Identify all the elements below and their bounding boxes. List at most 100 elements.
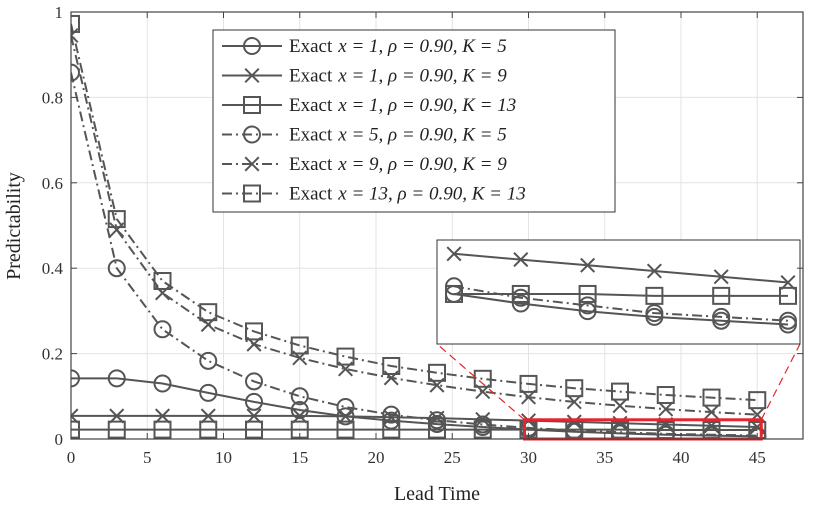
data-point	[566, 394, 582, 410]
x-tick-label: 0	[67, 448, 76, 467]
data-point-stroke-b	[703, 404, 720, 420]
data-point-stroke-b	[109, 408, 125, 424]
inset-series-4	[445, 277, 797, 330]
data-point-stroke-a	[71, 34, 79, 43]
y-tick-label: 0.8	[42, 88, 63, 107]
ticks: 0 5 10 15 20 25 30 35 40 45 0 0.2 0.4 0.6 0.8 1	[42, 3, 803, 467]
inset-data-point	[445, 284, 463, 303]
inset-data-point	[580, 257, 596, 273]
legend-entry-3: Exact x = 1, ρ = 0.90, K = 13	[222, 95, 516, 116]
data-point	[428, 363, 446, 382]
data-point	[153, 420, 172, 439]
x-tick-label: 30	[520, 448, 537, 467]
data-point	[71, 369, 80, 388]
data-point	[473, 420, 492, 439]
inset-data-point	[713, 269, 729, 285]
inset-frame	[436, 239, 801, 345]
data-point	[382, 356, 401, 375]
inset-series-3	[445, 284, 797, 305]
inset-data-point	[712, 286, 731, 305]
legend-math: x = 5, ρ = 0.90, K = 5	[337, 125, 506, 146]
x-tick-label: 10	[215, 448, 232, 467]
data-point	[292, 408, 308, 424]
data-point	[107, 369, 126, 388]
data-point	[611, 382, 629, 401]
legend-prefix: Exact	[289, 184, 333, 205]
data-point	[199, 383, 218, 402]
legend-marker	[244, 156, 260, 172]
data-point-stroke-b	[566, 394, 582, 410]
data-point	[336, 420, 355, 439]
y-tick-label: 0.6	[42, 174, 63, 193]
inset-data-point	[511, 294, 530, 313]
data-point	[428, 411, 446, 430]
data-point	[199, 351, 218, 370]
inset-data-point	[578, 296, 597, 315]
inset-data-point-stroke-b	[580, 257, 596, 273]
data-point	[71, 63, 80, 82]
inset-data-point	[445, 277, 463, 296]
data-point-stroke-b	[612, 398, 628, 414]
data-point	[336, 397, 355, 416]
inset-data-point-stroke-b	[713, 269, 729, 285]
x-tick-label: 5	[143, 448, 152, 467]
data-point-stroke-a	[71, 414, 79, 424]
legend-label: Exact x = 1, ρ = 0.90, K = 13	[289, 95, 516, 116]
data-point	[245, 322, 263, 341]
legend-prefix: Exact	[289, 154, 333, 175]
inset-series-line	[454, 293, 788, 297]
inset-data-point-stroke-b	[513, 252, 529, 268]
data-point	[290, 387, 309, 406]
legend-marker-stroke-b	[244, 156, 260, 172]
inset-data-point	[646, 263, 662, 279]
data-point	[336, 347, 355, 366]
data-point	[153, 272, 172, 291]
inset-data-point	[779, 311, 797, 330]
y-tick-label: 0.4	[42, 259, 64, 278]
data-point	[245, 372, 263, 391]
legend-entry-5: Exact x = 9, ρ = 0.90, K = 9	[222, 154, 507, 175]
data-point	[382, 420, 401, 439]
data-point	[702, 425, 721, 439]
data-point	[702, 388, 721, 407]
inset-data-point	[513, 252, 529, 268]
legend-marker	[243, 125, 261, 144]
zoom-connector-right	[760, 343, 801, 421]
legend-math: x = 9, ρ = 0.90, K = 9	[337, 154, 507, 175]
legend-math: x = 1, ρ = 0.90, K = 9	[337, 66, 507, 87]
legend-math: x = 1, ρ = 0.90, K = 13	[337, 95, 516, 116]
data-point-stroke-b	[71, 408, 79, 418]
data-point	[428, 420, 446, 439]
series-line	[71, 72, 758, 437]
inset-data-point	[446, 246, 462, 262]
data-point-stroke-b	[658, 401, 674, 417]
data-point	[109, 408, 125, 424]
data-point	[153, 374, 172, 393]
inset-data-point	[578, 284, 597, 303]
data-point	[473, 369, 492, 388]
data-point	[200, 408, 216, 424]
legend-entry-4: Exact x = 5, ρ = 0.90, K = 5	[222, 125, 507, 146]
legend-prefix: Exact	[289, 36, 333, 57]
data-point	[107, 210, 126, 229]
legend-marker	[243, 96, 261, 114]
data-point	[473, 415, 492, 434]
legend-label: Exact x = 5, ρ = 0.90, K = 5	[289, 125, 507, 146]
inset-data-point	[712, 307, 731, 326]
inset-series-line	[453, 252, 789, 284]
y-tick-label: 0.2	[42, 345, 63, 364]
series-line	[71, 23, 758, 402]
data-point	[290, 336, 309, 355]
data-point-stroke-b	[71, 27, 79, 37]
data-point	[71, 408, 79, 424]
legend-label: Exact x = 13, ρ = 0.90, K = 13	[289, 184, 526, 205]
data-point	[107, 259, 126, 278]
inset-zoom	[436, 239, 801, 441]
inset-data-point	[511, 288, 530, 307]
series-group	[71, 14, 767, 439]
data-point	[658, 401, 674, 417]
x-axis-label: Lead Time	[394, 483, 480, 505]
data-point	[382, 405, 401, 424]
y-tick-label: 0	[55, 430, 64, 449]
